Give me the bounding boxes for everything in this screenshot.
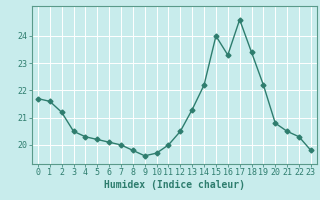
X-axis label: Humidex (Indice chaleur): Humidex (Indice chaleur) (104, 180, 245, 190)
